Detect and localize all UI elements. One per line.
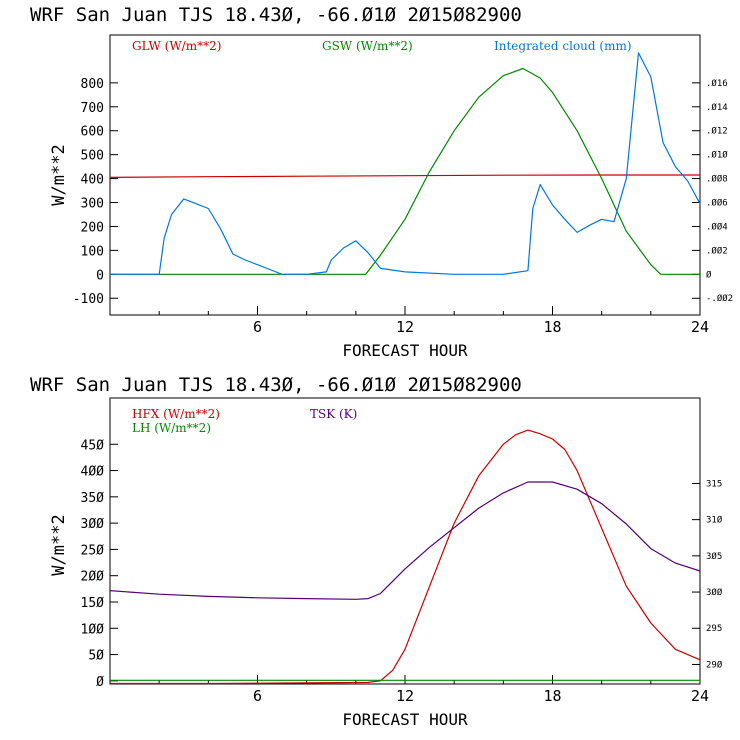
- y-tick-label: 45Ø: [81, 438, 105, 453]
- legend-glw: GLW (W/m**2): [132, 39, 221, 53]
- y-tick-label: -100: [73, 292, 104, 307]
- x-tick-label: 24: [691, 318, 709, 336]
- y2-tick-label: 29Ø: [706, 659, 723, 670]
- y2-tick-label: .ØØ6: [706, 198, 728, 209]
- plot-frame: [109, 397, 701, 685]
- y-tick-label: 200: [81, 220, 104, 235]
- y-axis-label: W/m**2: [49, 144, 69, 205]
- y-tick-label: 500: [81, 149, 104, 164]
- y-tick-label: 3ØØ: [81, 517, 105, 532]
- y-tick-label: 2ØØ: [81, 570, 105, 585]
- y2-tick-label: .Ø1Ø: [706, 150, 728, 161]
- x-tick-label: 6: [253, 318, 262, 336]
- legend-tsk: TSK (K): [310, 407, 357, 421]
- y2-tick-label: Ø: [706, 269, 712, 280]
- x-tick-label: 24: [691, 687, 709, 705]
- series-line-glw: [109, 174, 700, 178]
- y2-tick-label: 3ØØ: [706, 587, 723, 598]
- legend-lh: LH (W/m**2): [132, 421, 211, 435]
- y2-tick-label: .Ø16: [706, 78, 728, 89]
- y2-tick-label: 295: [706, 624, 722, 634]
- y-tick-label: 25Ø: [81, 543, 105, 558]
- y-tick-label: 700: [81, 101, 104, 116]
- series-line-hfx: [110, 429, 701, 685]
- x-axis-label: FORECAST HOUR: [342, 710, 468, 729]
- y2-tick-label: -.ØØ2: [706, 293, 733, 304]
- y-tick-label: 300: [81, 197, 104, 212]
- y2-tick-label: 31Ø: [706, 515, 723, 526]
- y-tick-label: 4ØØ: [81, 465, 105, 480]
- y-tick-label: 5Ø: [88, 649, 104, 664]
- legend-hfx: HFX (W/m**2): [132, 407, 220, 421]
- y-tick-label: 15Ø: [81, 596, 105, 611]
- axis-ticks: 6 12 18 24 Ø 5Ø 1ØØ 15Ø 2ØØ 25Ø 3ØØ 35Ø 4ØØ 45Ø 29Ø 295…: [81, 438, 723, 705]
- y2-tick-label: .Ø12: [706, 126, 728, 137]
- chart-title: WRF San Juan TJS 18.43Ø, -66.Ø1Ø 2Ø15Ø82…: [30, 4, 522, 26]
- y-tick-label: Ø: [96, 675, 104, 690]
- y2-tick-label: .ØØ8: [706, 174, 728, 185]
- chart-title: WRF San Juan TJS 18.43Ø, -66.Ø1Ø 2Ø15Ø82…: [30, 374, 522, 396]
- y-tick-label: 600: [81, 125, 104, 140]
- y-tick-label: 35Ø: [81, 491, 105, 506]
- y2-tick-label: .ØØ2: [706, 245, 728, 256]
- y-axis-label: W/m**2: [49, 514, 69, 575]
- y2-tick-label: .ØØ4: [706, 221, 728, 232]
- y-tick-label: 1ØØ: [81, 622, 105, 637]
- x-tick-label: 18: [543, 687, 561, 705]
- x-tick-label: 12: [396, 318, 414, 336]
- series-lines: [109, 429, 701, 685]
- y2-tick-label: .Ø14: [706, 102, 728, 113]
- series-lines: [109, 52, 701, 275]
- series-line-gsw: [110, 67, 700, 275]
- x-tick-label: 12: [396, 687, 414, 705]
- y-tick-label: 100: [81, 244, 104, 259]
- x-tick-label: 6: [253, 687, 262, 705]
- x-tick-label: 18: [543, 318, 561, 336]
- x-axis-label: FORECAST HOUR: [342, 341, 468, 360]
- y-tick-label: 400: [81, 173, 104, 188]
- series-line-integrated: [110, 52, 701, 275]
- legend-gsw: GSW (W/m**2): [322, 39, 413, 53]
- y-tick-label: 0: [96, 268, 104, 283]
- legend-cloud: Integrated cloud (mm): [494, 39, 632, 53]
- series-line-tsk: [109, 481, 701, 600]
- y2-tick-label: 3Ø5: [706, 551, 722, 562]
- chart-panel-top: WRF San Juan TJS 18.43Ø, -66.Ø1Ø 2Ø15Ø82…: [30, 4, 733, 360]
- chart-panel-bottom: WRF San Juan TJS 18.43Ø, -66.Ø1Ø 2Ø15Ø82…: [30, 374, 723, 729]
- axis-ticks: 6 12 18 24 -100 0 100 200 300 400 500 600 700 800 -.ØØ…: [73, 77, 733, 336]
- y-tick-label: 800: [81, 77, 104, 92]
- y2-tick-label: 315: [706, 479, 722, 489]
